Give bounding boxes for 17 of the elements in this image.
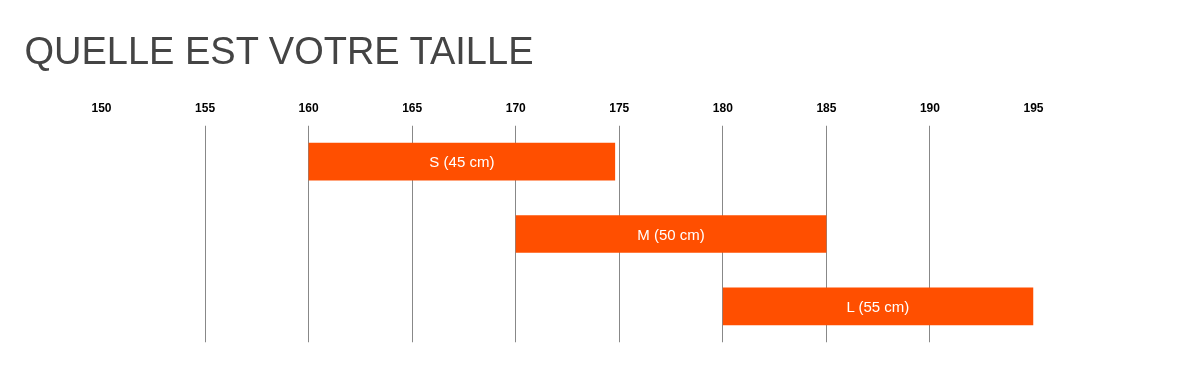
y-tick-label: M (50 cm) xyxy=(637,225,705,243)
x-tick-label: 155 xyxy=(195,100,216,115)
y-tick-label: S (45 cm) xyxy=(429,153,495,171)
x-tick-label: 190 xyxy=(919,100,941,115)
bar xyxy=(308,142,616,181)
chart-title: QUELLE EST VOTRE TAILLE xyxy=(24,30,534,72)
x-tick-label: 175 xyxy=(609,100,630,115)
bar xyxy=(722,287,1034,326)
x-tick-label: 180 xyxy=(712,100,734,115)
x-tick-label: 150 xyxy=(91,100,112,115)
x-tick-label: 195 xyxy=(1023,100,1044,115)
x-tick-label: 160 xyxy=(298,100,319,115)
x-tick-label: 170 xyxy=(505,100,527,115)
x-tick-label: 165 xyxy=(402,100,423,115)
y-tick-label: L (55 cm) xyxy=(846,297,910,315)
bar xyxy=(515,215,827,253)
x-tick-label: 185 xyxy=(816,100,837,115)
